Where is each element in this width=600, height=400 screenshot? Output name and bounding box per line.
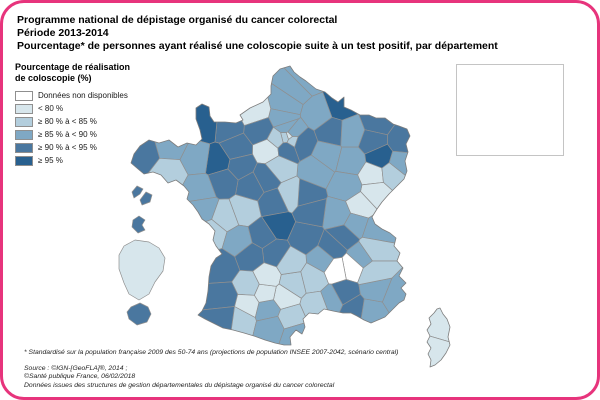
legend-items: Données non disponibles < 80 % ≥ 80 % à < … [15, 89, 130, 167]
title-line-2: Période 2013-2014 [17, 27, 109, 39]
legend-swatch [15, 129, 33, 140]
source-block: Source : ©IGN-[GeoFLA]®, 2014 ; ©Santé p… [24, 365, 334, 390]
department-Corse-du-Sud [427, 333, 450, 367]
title-line-1: Programme national de dépistage organisé… [17, 14, 338, 26]
department-Essonne [277, 142, 301, 165]
idf-inset-box [456, 64, 564, 156]
legend-item-label: Données non disponibles [38, 91, 128, 100]
department-Calvados [214, 81, 245, 144]
legend-item-label: ≥ 95 % [38, 156, 63, 165]
overseas-territory-Guadeloupe [139, 191, 153, 206]
department-Ardennes [322, 66, 384, 121]
source-line-1: Source : ©IGN-[GeoFLA]®, 2014 ; [24, 365, 128, 372]
overseas-territory-Guyane [118, 239, 166, 301]
department-Alpes-de-Haute-Provence [358, 277, 393, 303]
source-line-3: Données issues des structures de gestion… [24, 381, 335, 389]
department-Moselle [358, 66, 410, 136]
legend-item: < 80 % [15, 102, 130, 115]
department-Finistère [131, 66, 160, 199]
legend-item-label: ≥ 85 % à < 90 % [38, 130, 97, 139]
legend-title: Pourcentage de réalisation de coloscopie… [15, 62, 131, 83]
source-line-2: ©Santé publique France, 06/02/2018 [24, 373, 136, 381]
clip-corsica-outline [426, 307, 451, 368]
legend-item-label: < 80 % [38, 104, 64, 113]
legend-item: ≥ 80 % à < 85 % [15, 115, 130, 128]
department-Manche [147, 66, 222, 145]
legend-swatch [15, 142, 33, 153]
overseas-territory-Guadeloupe [131, 185, 144, 199]
overseas-territory-Martinique [131, 215, 146, 234]
overseas-territory-La Réunion [126, 302, 152, 326]
legend-swatch [15, 116, 33, 127]
legend-item: ≥ 95 % [15, 154, 130, 167]
legend-item: ≥ 85 % à < 90 % [15, 128, 130, 141]
page-title: Programme national de dépistage organisé… [17, 14, 498, 53]
legend-item: ≥ 90 % à < 95 % [15, 141, 130, 154]
standardization-footnote: * Standardisé sur la population français… [24, 349, 399, 356]
legend-item-label: ≥ 80 % à < 85 % [38, 117, 97, 126]
legend-swatch [15, 155, 33, 166]
legend-item: Données non disponibles [15, 89, 130, 102]
department-Hautes-Alpes [357, 260, 410, 285]
title-line-3: Pourcentage* de personnes ayant réalisé … [17, 40, 498, 52]
legend-swatch [15, 90, 33, 101]
map-legend: Pourcentage de réalisation de coloscopie… [15, 62, 130, 167]
clip-mainland-outline [130, 65, 411, 346]
department-Haute-Corse [427, 308, 450, 346]
legend-swatch [15, 103, 33, 114]
department-Seine-et-Marne [294, 126, 319, 162]
department-Seine-Maritime [215, 66, 272, 126]
department-Var [355, 298, 410, 345]
legend-item-label: ≥ 90 % à < 95 % [38, 143, 97, 152]
